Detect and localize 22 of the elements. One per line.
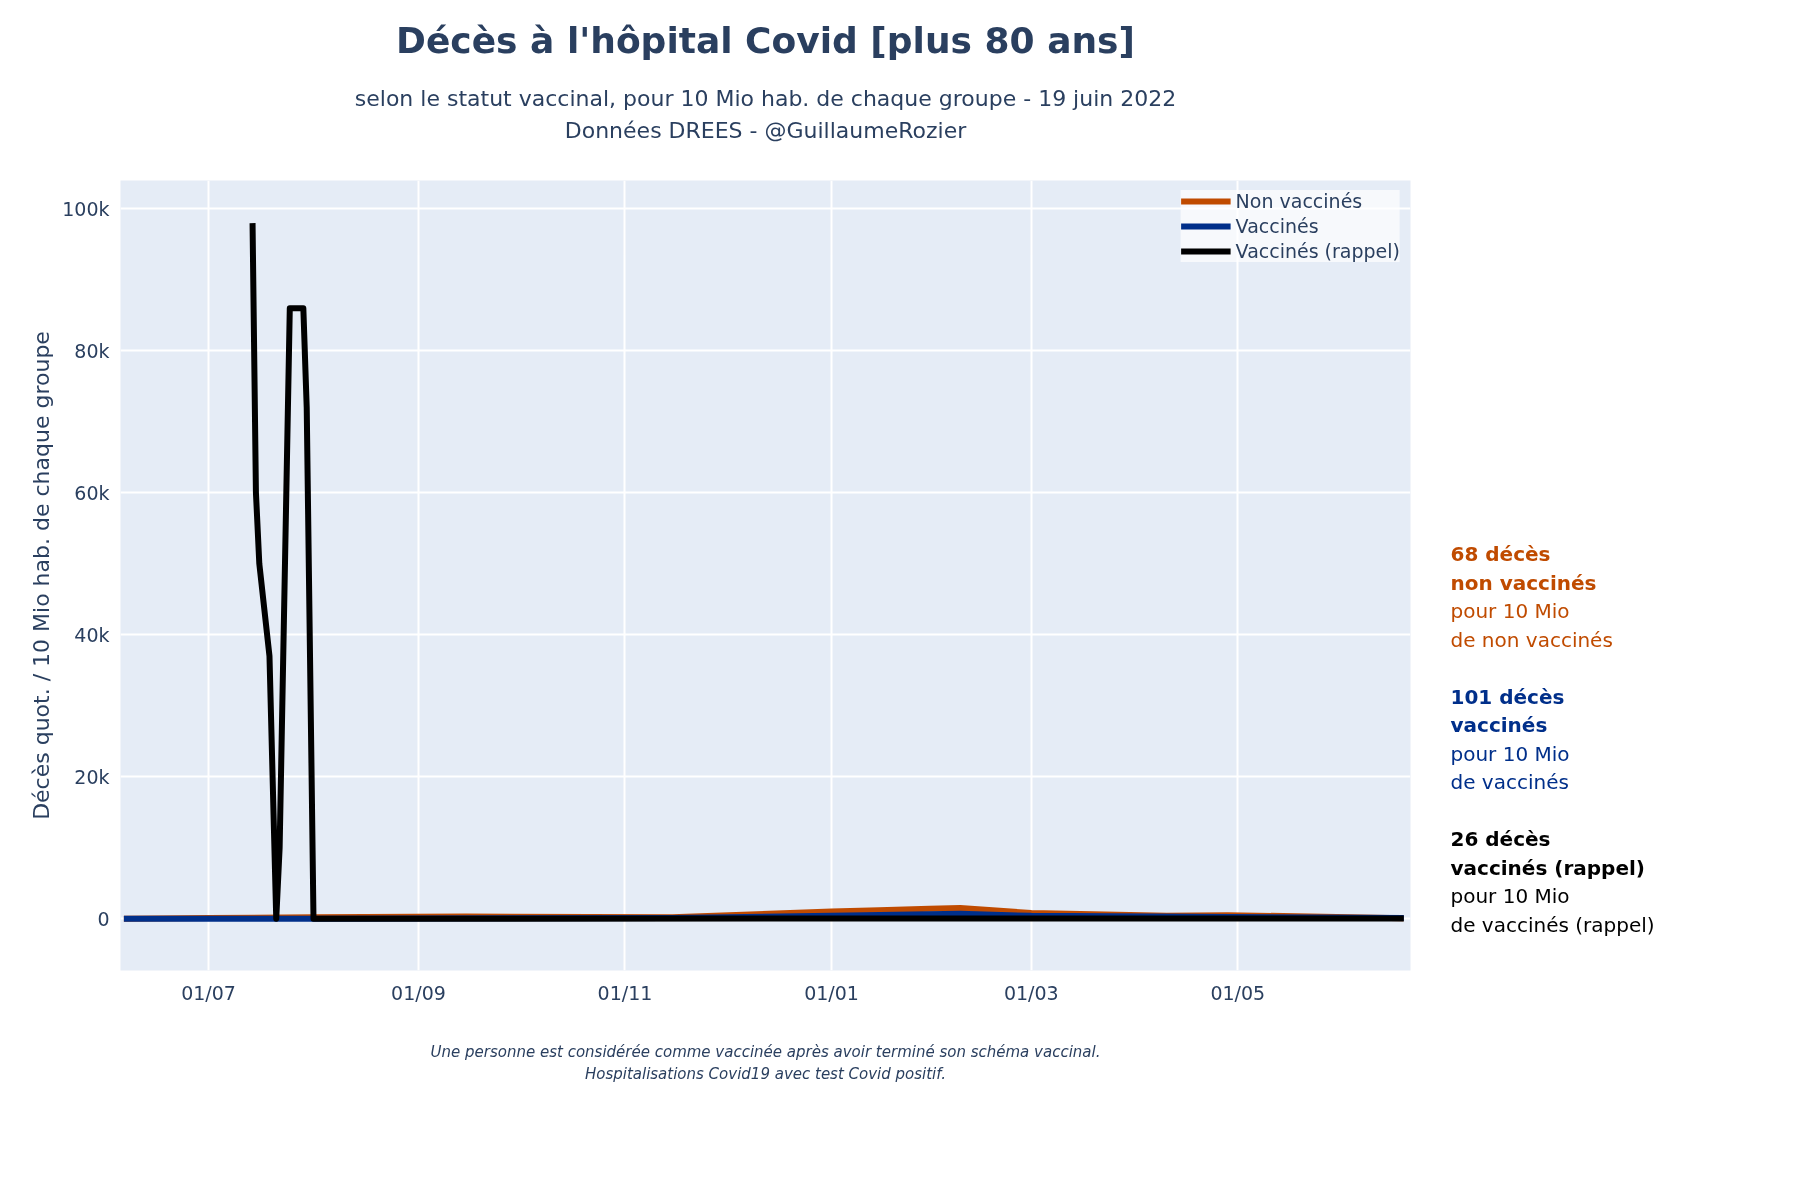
x-tick-label: 01/05 [1210, 981, 1266, 1004]
legend-label: Vaccinés [1235, 215, 1319, 237]
text: Une personne est considérée comme vaccinée après avoir terminé son schéma vaccinal. Hospitalisations Covid19 avec test Covid positif. [430, 1042, 1101, 1083]
text: 26 décès vaccinés (rappel) pour 10 Mio de vaccinés (rappel) [1450, 827, 1655, 937]
x-tick-label: 01/03 [1003, 981, 1059, 1004]
chart-subtitle: selon le statut vaccinal, pour 10 Mio hab. de chaque groupe - 19 juin 2022 Données DREES - @GuillaumeRozier [354, 85, 1177, 143]
y-tick-label: 100k [62, 197, 110, 220]
x-tick-label: 01/01 [804, 981, 859, 1004]
legend-label: Vaccinés (rappel) [1235, 240, 1400, 262]
x-tick-label: 01/09 [391, 981, 446, 1004]
x-tick-label: 01/07 [181, 981, 236, 1004]
chart-title: Décès à l'hôpital Covid [plus 80 ans] [396, 19, 1135, 61]
y-tick-label: 0 [97, 907, 110, 930]
y-tick-label: 40k [74, 623, 110, 646]
y-tick-label: 80k [74, 339, 110, 362]
y-tick-label: 20k [74, 765, 110, 788]
y-axis-title: Décès quot. / 10 Mio hab. de chaque groupe [29, 331, 55, 820]
text: 68 décès non vaccinés pour 10 Mio de non vaccinés [1450, 542, 1613, 652]
legend-label: Non vaccinés [1235, 190, 1363, 212]
x-tick-label: 01/11 [597, 981, 653, 1004]
y-tick-label: 60k [74, 481, 110, 504]
text: 101 décès vaccinés pour 10 Mio de vaccinés [1450, 684, 1570, 795]
